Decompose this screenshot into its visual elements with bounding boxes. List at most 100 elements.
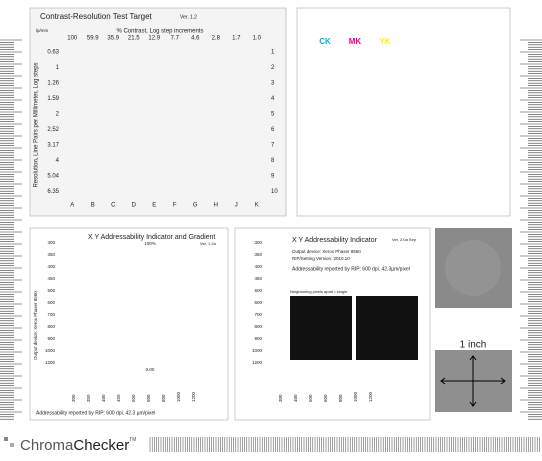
row-label: 4 xyxy=(56,158,60,164)
scale-label: 500 xyxy=(131,394,136,402)
row-number: 1 xyxy=(271,49,275,55)
version: Ver. 1.2a xyxy=(200,241,217,246)
scale-label: 450 xyxy=(47,276,55,281)
scale-label: 1200 xyxy=(252,360,263,365)
gray-circle xyxy=(445,240,501,296)
scale-label: 700 xyxy=(47,312,55,317)
column-label: 100 xyxy=(67,36,78,42)
row-label: 1.59 xyxy=(47,96,59,102)
row-label: 2.52 xyxy=(47,127,59,133)
logo-dot xyxy=(4,437,8,441)
scale-label: 800 xyxy=(161,394,166,402)
scale-label: 600 xyxy=(323,394,328,402)
contrast-panel xyxy=(29,7,287,217)
column-letter: H xyxy=(214,203,218,209)
column-letter: F xyxy=(173,203,177,209)
title: X Y Addressability Indicator xyxy=(292,237,378,244)
scale-label: 1200 xyxy=(45,360,56,365)
column-label: 59.9 xyxy=(87,36,99,42)
scale-label: 400 xyxy=(101,394,106,402)
scale-label: 500 xyxy=(254,288,262,293)
ink-label: YK xyxy=(379,37,390,46)
label: 0.00 xyxy=(146,367,155,372)
row-number: 4 xyxy=(271,96,275,102)
row-number: 3 xyxy=(271,80,275,86)
scale-label: 700 xyxy=(254,312,262,317)
scale-label: 300 xyxy=(278,394,283,402)
device: Output device: Xerox Phaser 8560 xyxy=(292,249,361,254)
gradient-panel xyxy=(29,227,229,421)
row-number: 7 xyxy=(271,142,275,148)
reported: Addressability reported by RIP: 600 dpi,… xyxy=(292,266,410,272)
logo-part: Chroma xyxy=(20,437,74,454)
column-letter: J xyxy=(235,203,238,209)
ink-label: MK xyxy=(349,37,362,46)
column-letter: A xyxy=(70,203,74,209)
axis-title: Resolution, Line Pairs per Millimeter, L… xyxy=(34,62,40,187)
scale-label: 900 xyxy=(254,336,262,341)
corner-label: lp/mm xyxy=(36,28,49,33)
scale-label: 400 xyxy=(47,264,55,269)
row-number: 10 xyxy=(271,189,278,195)
scale-label: 600 xyxy=(47,300,55,305)
row-number: 5 xyxy=(271,111,275,117)
scale-label: 300 xyxy=(71,394,76,402)
row-number: 2 xyxy=(271,65,275,71)
column-label: 1.0 xyxy=(253,36,262,42)
scale-label: 1000 xyxy=(353,391,358,402)
row-label: 2 xyxy=(56,111,60,117)
color-panel xyxy=(296,7,511,217)
inch-label: 1 inch xyxy=(460,340,487,351)
column-letter: C xyxy=(111,203,116,209)
title: Contrast-Resolution Test Target xyxy=(40,12,153,21)
axis-title: % Contrast, Log step increments xyxy=(116,29,203,35)
column-label: 35.9 xyxy=(107,36,119,42)
code: CK MAGNYZ-KH xyxy=(462,39,497,44)
column-letter: G xyxy=(193,203,198,209)
caption: Neighboring pixels apart • single xyxy=(290,289,348,294)
logo: ChromaCheckerTM xyxy=(20,437,136,454)
column-letter: K xyxy=(255,203,259,209)
scale-label: 1000 xyxy=(45,348,56,353)
scale-label: 900 xyxy=(47,336,55,341)
column-label: 7.7 xyxy=(171,36,180,42)
scale-label: 600 xyxy=(254,300,262,305)
logo-dot xyxy=(10,443,14,447)
logo-part: Checker xyxy=(73,437,129,454)
scale-label: 600 xyxy=(146,394,151,402)
scale-label: 450 xyxy=(116,394,121,402)
title: X Y Addressability Indicator and Gradien… xyxy=(88,234,215,241)
column-label: 21.5 xyxy=(128,36,140,42)
row-label: 1 xyxy=(56,65,60,71)
ink-label: K xyxy=(412,37,418,46)
scale-label: 300 xyxy=(47,240,55,245)
scale-label: 1200 xyxy=(368,391,373,402)
column-letter: E xyxy=(152,203,156,209)
row-number: 8 xyxy=(271,158,275,164)
version: Ver. 2.0a Sep xyxy=(392,237,417,242)
scale-label: 400 xyxy=(293,394,298,402)
column-label: 12.9 xyxy=(148,36,160,42)
logo-part: TM xyxy=(129,437,136,443)
scale-label: 300 xyxy=(254,240,262,245)
label: 100% xyxy=(144,241,156,246)
column-label: 2.8 xyxy=(212,36,221,42)
side-text: Output device: Xerox Phaser 8560 xyxy=(33,291,38,360)
scale-label: 350 xyxy=(254,252,262,257)
scale-label: 800 xyxy=(338,394,343,402)
row-number: 9 xyxy=(271,173,275,179)
scale-label: 350 xyxy=(47,252,55,257)
scale-label: 350 xyxy=(86,394,91,402)
arrowheads xyxy=(440,355,506,407)
scale-label: 800 xyxy=(254,324,262,329)
footer: Addressability reported by RIP: 600 dpi,… xyxy=(36,410,155,416)
ink-label: CK xyxy=(319,37,331,46)
scale-label: 800 xyxy=(47,324,55,329)
column-label: 4.6 xyxy=(191,36,200,42)
column-letter: B xyxy=(91,203,95,209)
cross xyxy=(441,356,505,406)
scale-label: 1000 xyxy=(252,348,263,353)
version: Ver. 1.2 xyxy=(180,14,197,20)
row-label: 1.26 xyxy=(47,80,59,86)
